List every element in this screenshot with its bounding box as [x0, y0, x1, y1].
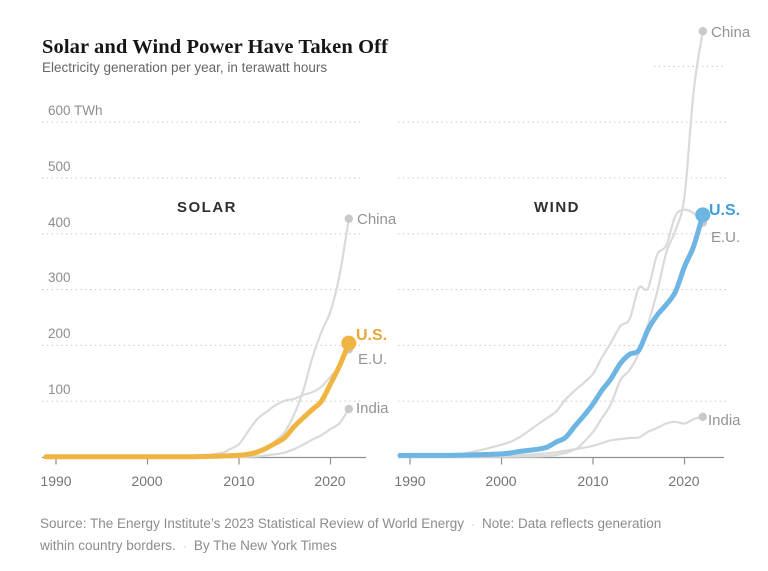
wind-x-tick-2010: 2010	[577, 473, 609, 489]
solar-x-tick-2000: 2000	[131, 473, 163, 489]
india-wind-end-dot	[698, 412, 707, 422]
solar-panel-title: SOLAR	[177, 199, 237, 216]
footer-byline: By The New York Times	[193, 538, 337, 553]
us-wind-end-dot	[695, 207, 711, 223]
china-solar-end-dot	[344, 214, 353, 223]
footer-separator: ·	[470, 517, 475, 531]
y-axis-tick-500: 500	[48, 159, 71, 174]
india-solar-end-dot	[344, 404, 353, 414]
footer-note-line2: within country borders.	[40, 538, 176, 553]
wind-x-tick-1990: 1990	[394, 473, 426, 489]
wind-panel-title: WIND	[534, 199, 580, 216]
page-title: Solar and Wind Power Have Taken Off	[42, 35, 389, 58]
china-wind-end-dot	[698, 27, 707, 36]
solar-china-label: China	[357, 211, 397, 228]
wind-eu-label: E.U.	[711, 229, 741, 246]
china-wind-line	[398, 30, 704, 459]
wind-x-tick-2020: 2020	[668, 473, 700, 489]
solar-eu-label: E.U.	[358, 351, 388, 368]
y-axis-tick-100: 100	[48, 382, 71, 397]
china-solar-line	[44, 217, 350, 459]
y-axis-tick-400: 400	[48, 215, 71, 230]
footer-source: Source: The Energy Institute’s 2023 Stat…	[40, 516, 464, 531]
us-solar-line	[43, 340, 352, 460]
us-wind-line	[397, 212, 706, 458]
us-solar-end-dot	[341, 335, 357, 351]
y-axis-tick-200: 200	[48, 326, 71, 341]
source-note: Source: The Energy Institute’s 2023 Stat…	[40, 513, 740, 557]
eu-solar-line	[44, 348, 350, 459]
y-axis-tick-300: 300	[48, 270, 71, 285]
eu-wind-line	[398, 208, 704, 458]
solar-x-tick-1990: 1990	[40, 473, 72, 489]
india-wind-line	[398, 415, 704, 459]
chart-subtitle: Electricity generation per year, in tera…	[42, 60, 328, 75]
footer-separator: ·	[182, 539, 187, 553]
footer-note-line1: Note: Data reflects generation	[481, 516, 662, 531]
wind-china-label: China	[711, 24, 751, 41]
solar-x-tick-2020: 2020	[314, 473, 346, 489]
solar-x-tick-2010: 2010	[223, 473, 255, 489]
solar-us-label: U.S.	[356, 327, 388, 344]
wind-us-label: U.S.	[709, 202, 741, 219]
y-axis-tick-600: 600 TWh	[48, 103, 103, 118]
solar-india-label: India	[356, 400, 389, 417]
wind-india-label: India	[708, 412, 741, 429]
wind-x-tick-2000: 2000	[485, 473, 517, 489]
